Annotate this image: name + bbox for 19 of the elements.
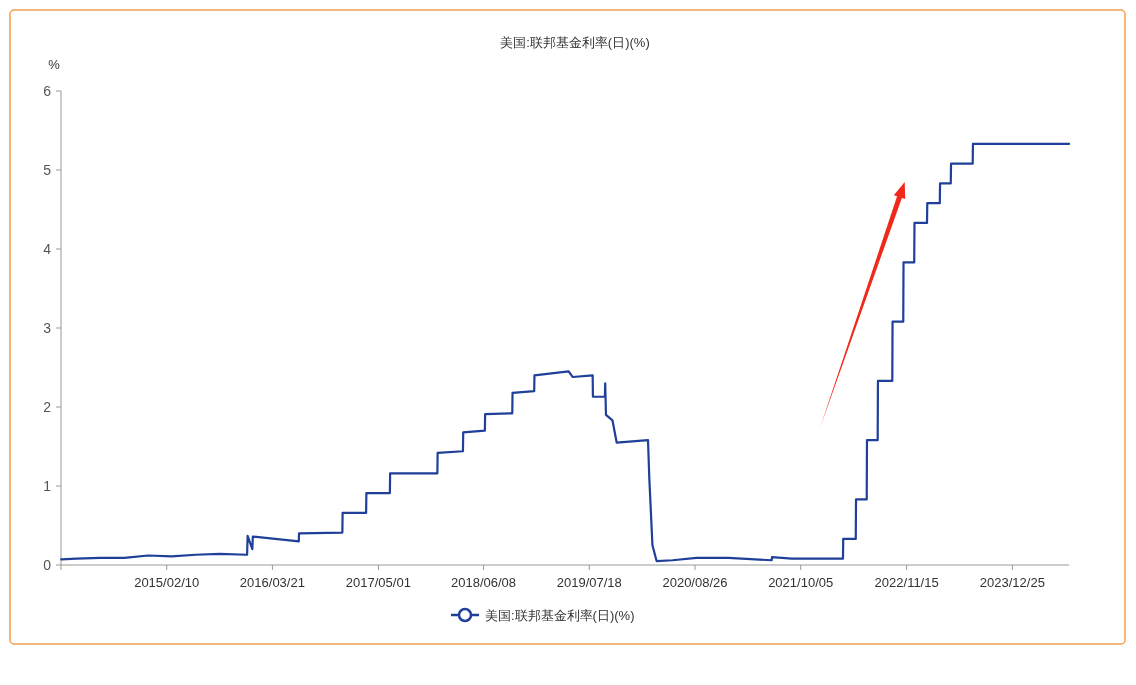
y-tick-label: 0 [43,557,52,573]
x-tick-label: 2022/11/15 [874,575,939,590]
y-tick-label: 2 [43,399,52,415]
x-tick-label: 2023/12/25 [979,575,1045,590]
x-tick-label: 2019/07/18 [556,575,622,590]
x-tick-label: 2017/05/01 [345,575,411,590]
x-tick-label: 2021/10/05 [768,575,834,590]
chart-title: 美国:联邦基金利率(日)(%) [500,35,650,50]
x-tick-label: 2016/03/21 [239,575,305,590]
x-tick-label: 2015/02/10 [134,575,200,590]
y-tick-label: 1 [43,478,52,494]
y-tick-label: 4 [43,241,52,257]
x-tick-label: 2018/06/08 [451,575,517,590]
x-tick-label: 2020/08/26 [662,575,728,590]
y-axis-title: % [48,57,61,72]
y-tick-label: 3 [43,320,52,336]
y-tick-label: 6 [43,83,52,99]
y-tick-label: 5 [43,162,52,178]
legend-label: 美国:联邦基金利率(日)(%) [485,608,635,623]
